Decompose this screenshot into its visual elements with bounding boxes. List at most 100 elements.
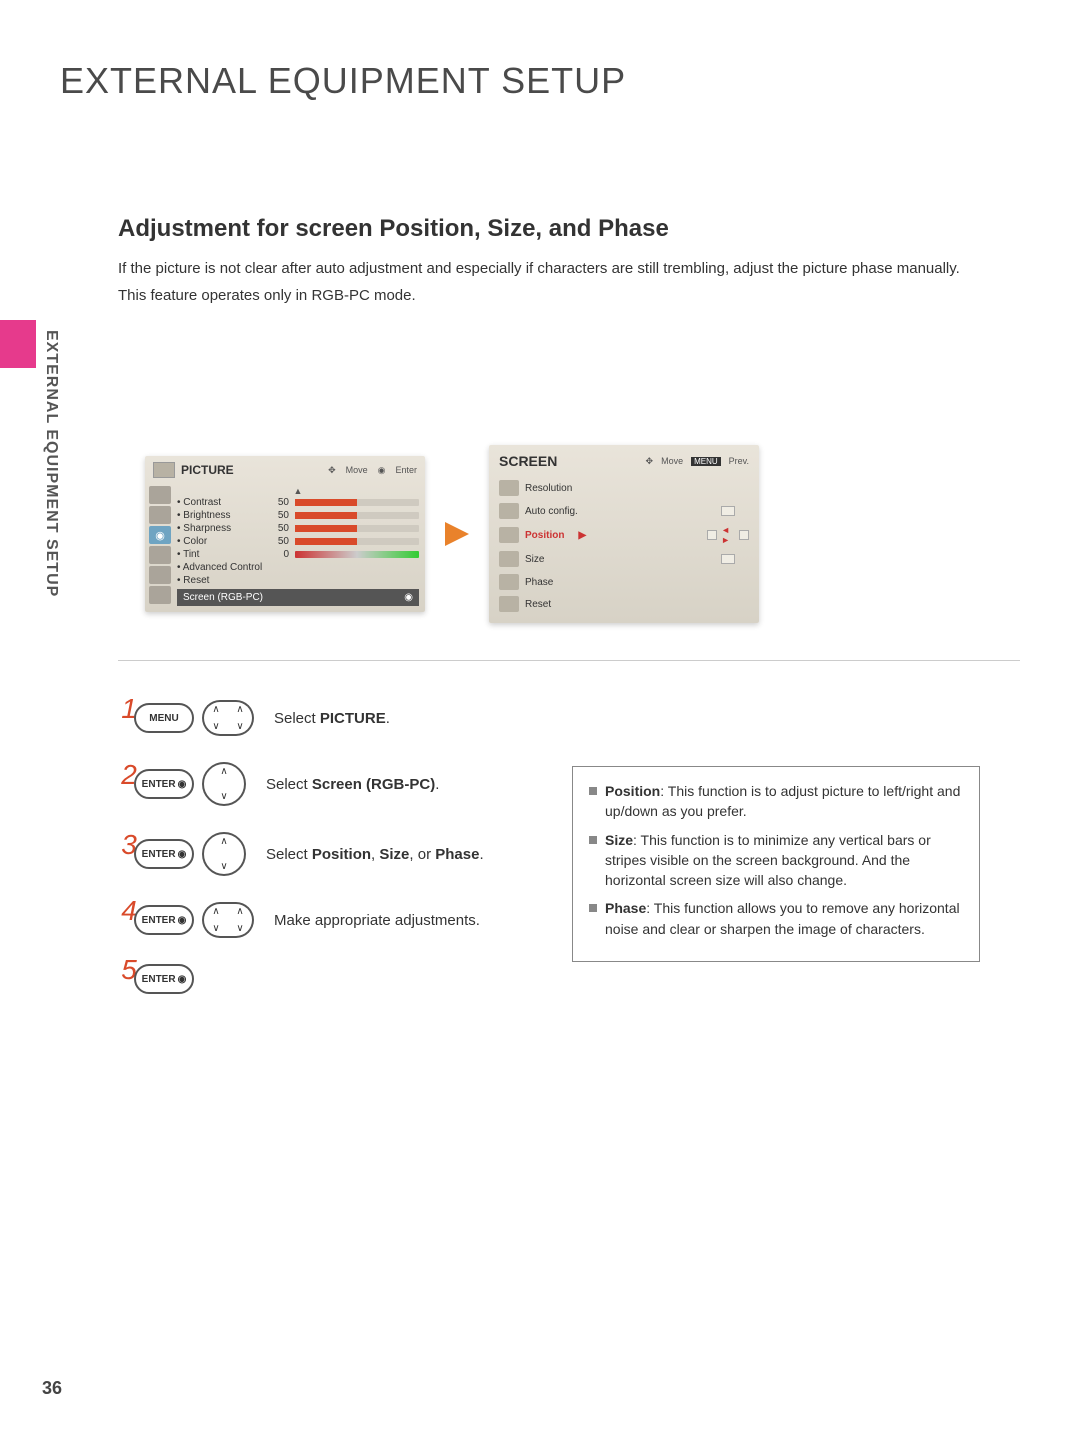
bullet-icon xyxy=(589,904,597,912)
item-icon xyxy=(499,574,519,590)
nav-circle: ∧∨ xyxy=(202,762,246,806)
item-label: • Reset xyxy=(177,575,209,586)
picture-sidebar-icons: ◉ xyxy=(145,484,175,612)
step-text: Select Position, Size, or Phase. xyxy=(266,846,484,863)
picture-items: ▲ • Contrast 50 • Brightness 50 • Sharpn… xyxy=(175,484,425,612)
enter-dot-icon: ◉ xyxy=(378,465,386,476)
nav-right-icon: ∧∨ xyxy=(228,902,254,938)
step-text: Make appropriate adjustments. xyxy=(274,912,480,929)
page-number: 36 xyxy=(42,1378,62,1399)
page-title: EXTERNAL EQUIPMENT SETUP xyxy=(60,60,626,102)
picture-item: • Tint 0 xyxy=(177,548,419,561)
info-item: Position: This function is to adjust pic… xyxy=(589,781,963,822)
item-label: Size xyxy=(525,554,544,565)
item-label: • Color xyxy=(177,536,265,547)
step-1: 1 MENU ∧∨ ∧∨ Select PICTURE. xyxy=(118,700,1020,736)
item-icon xyxy=(499,596,519,612)
item-label: • Advanced Control xyxy=(177,562,262,573)
enter-button[interactable]: ENTER◉ xyxy=(134,769,194,799)
picture-selected-row: Screen (RGB-PC) ◉ xyxy=(177,589,419,606)
nav-left-icon: ∧∨ xyxy=(202,700,228,736)
value-bar xyxy=(295,525,419,532)
screen-menu-header: SCREEN ✥ Move MENU Prev. xyxy=(489,445,759,477)
info-item: Phase: This function allows you to remov… xyxy=(589,898,963,939)
item-value: 0 xyxy=(271,549,289,560)
tint-bar xyxy=(295,551,419,558)
picture-item: • Contrast 50 xyxy=(177,496,419,509)
nav-left-icon: ∧∨ xyxy=(202,902,228,938)
menu-button[interactable]: MENU xyxy=(134,703,194,733)
screen-item-selected: Position ▶ ◄ ► xyxy=(489,523,759,547)
item-label: Reset xyxy=(525,599,551,610)
selected-label: Screen (RGB-PC) xyxy=(183,592,263,603)
value-bar xyxy=(295,538,419,545)
picture-menu-panel: PICTURE ✥ Move ◉ Enter ◉ ▲ • Contrast xyxy=(145,456,425,612)
picture-menu-header: PICTURE ✥ Move ◉ Enter xyxy=(145,456,425,484)
intro-line-1: If the picture is not clear after auto a… xyxy=(118,258,1020,281)
hint-move: Move xyxy=(346,465,368,475)
picture-menu-title: PICTURE xyxy=(181,463,234,477)
chevron-right-icon: ▶ xyxy=(578,530,586,541)
screen-item: Auto config. xyxy=(489,499,759,523)
nav-updown[interactable]: ∧∨ xyxy=(202,832,246,876)
sidebar-icon xyxy=(149,486,171,504)
divider xyxy=(118,660,1020,661)
sidebar-icon xyxy=(149,586,171,604)
item-value: 50 xyxy=(271,536,289,547)
side-section-label: EXTERNAL EQUIPMENT SETUP xyxy=(42,330,60,597)
bullet-icon xyxy=(589,836,597,844)
item-icon xyxy=(499,527,519,543)
item-icon xyxy=(499,503,519,519)
enter-dot-icon: ◉ xyxy=(404,592,413,603)
sidebar-icon: ◉ xyxy=(149,526,171,544)
info-box: Position: This function is to adjust pic… xyxy=(572,766,980,962)
nav-pad[interactable]: ∧∨ ∧∨ xyxy=(202,902,254,938)
picture-item: • Reset xyxy=(177,574,419,587)
nav-updown[interactable]: ∧∨ xyxy=(202,762,246,806)
screen-item: Size xyxy=(489,547,759,571)
screen-item: Reset xyxy=(489,593,759,615)
nav-pad[interactable]: ∧∨ ∧∨ xyxy=(202,700,254,736)
item-label: Position xyxy=(525,530,564,541)
side-tab xyxy=(0,320,36,368)
screen-item: Phase xyxy=(489,571,759,593)
arrow-right-icon xyxy=(445,522,469,546)
item-label: Auto config. xyxy=(525,506,578,517)
step-5: 5 ENTER◉ xyxy=(118,964,1020,994)
item-value: 50 xyxy=(271,523,289,534)
screen-menu-panel: SCREEN ✥ Move MENU Prev. Resolution Auto… xyxy=(489,445,759,623)
item-label: • Tint xyxy=(177,549,265,560)
picture-item: • Color 50 xyxy=(177,535,419,548)
section-heading: Adjustment for screen Position, Size, an… xyxy=(118,215,669,243)
sidebar-icon xyxy=(149,546,171,564)
step-text: Select PICTURE. xyxy=(274,710,390,727)
picture-header-icon xyxy=(153,462,175,478)
value-bar xyxy=(295,512,419,519)
hint-move: Move xyxy=(661,456,683,466)
item-label: Resolution xyxy=(525,483,572,494)
item-icon xyxy=(499,480,519,496)
scroll-up-icon: ▲ xyxy=(177,486,419,496)
move-icon: ✥ xyxy=(328,465,336,476)
nav-right-icon: ∧∨ xyxy=(228,700,254,736)
hint-prev: Prev. xyxy=(729,456,749,466)
item-icon xyxy=(499,551,519,567)
picture-menu-hints: ✥ Move ◉ Enter xyxy=(328,465,417,476)
value-bar xyxy=(295,499,419,506)
picture-item: • Advanced Control xyxy=(177,561,419,574)
item-label: • Sharpness xyxy=(177,523,265,534)
menu-badge: MENU xyxy=(691,457,721,466)
enter-button[interactable]: ENTER◉ xyxy=(134,905,194,935)
nav-circle: ∧∨ xyxy=(202,832,246,876)
item-value: 50 xyxy=(271,497,289,508)
hint-enter: Enter xyxy=(395,465,417,475)
enter-button[interactable]: ENTER◉ xyxy=(134,964,194,994)
intro-line-2: This feature operates only in RGB-PC mod… xyxy=(118,285,1020,308)
item-value: 50 xyxy=(271,510,289,521)
section-intro: If the picture is not clear after auto a… xyxy=(118,258,1020,311)
menu-screenshots-row: PICTURE ✥ Move ◉ Enter ◉ ▲ • Contrast xyxy=(145,445,759,623)
sidebar-icon xyxy=(149,506,171,524)
screen-item: Resolution xyxy=(489,477,759,499)
sidebar-icon xyxy=(149,566,171,584)
enter-button[interactable]: ENTER◉ xyxy=(134,839,194,869)
